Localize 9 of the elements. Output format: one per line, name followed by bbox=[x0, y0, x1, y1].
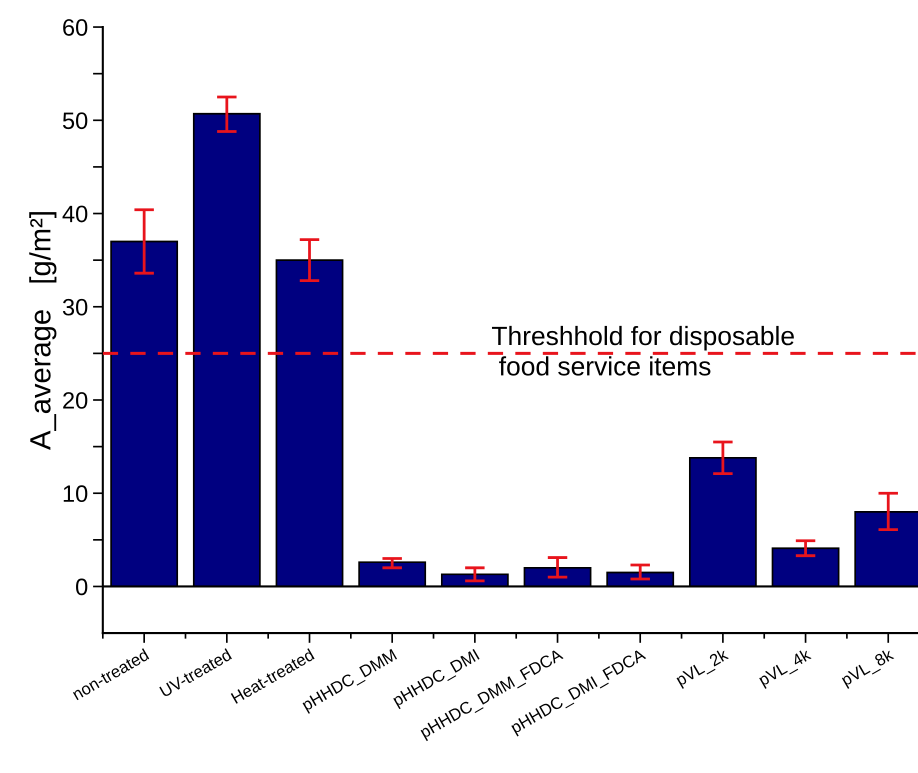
y-tick-label: 30 bbox=[62, 298, 88, 316]
y-tick-label: 50 bbox=[62, 112, 88, 130]
y-tick-label: 0 bbox=[76, 578, 88, 596]
ref-line-label: Threshhold for disposable food service items bbox=[492, 326, 794, 376]
y-tick-label: 40 bbox=[62, 206, 88, 222]
y-axis-title: A_average [g/m²] bbox=[29, 212, 56, 450]
y-tick-label: 10 bbox=[64, 485, 88, 502]
y-tick-label: 60 bbox=[63, 19, 88, 36]
y-tick-label: 20 bbox=[63, 392, 88, 409]
